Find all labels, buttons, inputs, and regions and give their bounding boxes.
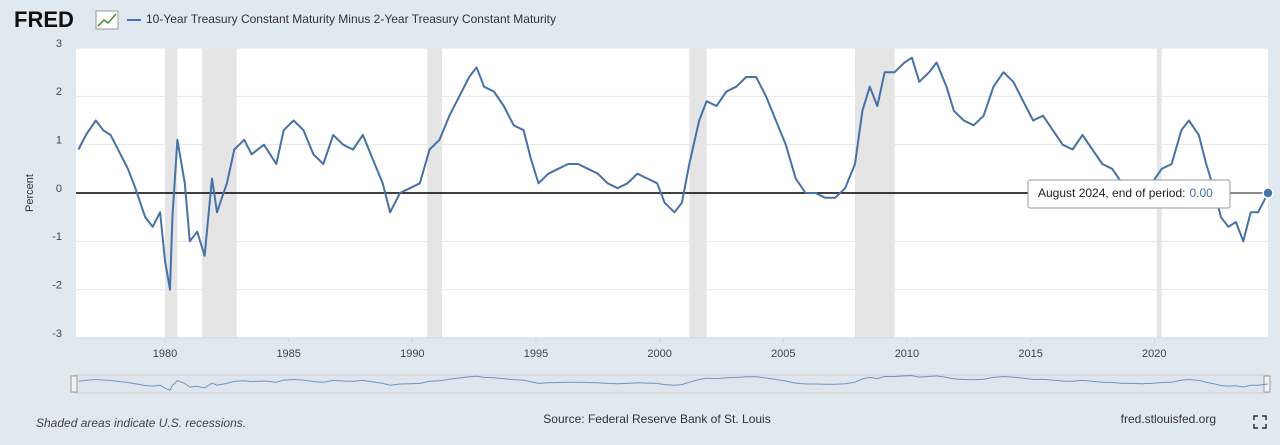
source: Source: Federal Reserve Bank of St. Loui… [543,412,770,426]
x-tick-label: 1995 [524,348,548,360]
logo-icon [95,10,119,30]
tooltip [1027,179,1231,209]
x-tick-label: 2000 [647,348,671,360]
y-tick-label: -3 [52,328,62,340]
x-tick-label: 1980 [153,348,177,360]
y-axis-label: Percent [24,174,36,212]
x-tick-label: 2010 [895,348,919,360]
x-tick-label: 2005 [771,348,795,360]
hover-point [1262,187,1274,199]
series-line [77,56,1269,291]
logo: FRED [14,7,74,32]
navigator-line [78,375,1269,391]
y-tick-label: -1 [52,231,62,243]
y-tick-label: 0 [56,183,62,195]
x-tick-label: 1990 [400,348,424,360]
y-tick-label: 2 [56,86,62,98]
fullscreen-button[interactable] [1253,415,1267,429]
y-tick-label: -2 [52,280,62,292]
y-tick-label: 3 [56,38,62,50]
recession-note: Shaded areas indicate U.S. recessions. [36,416,246,430]
y-tick-label: 1 [56,135,62,147]
navigator-handle[interactable] [70,375,78,393]
x-tick-label: 2015 [1018,348,1042,360]
legend-label: 10-Year Treasury Constant Maturity Minus… [146,12,556,26]
tooltip-value: 0.00 [1189,186,1213,200]
x-tick-label: 2020 [1142,348,1166,360]
logo-icon-line [97,13,117,27]
tooltip-label: August 2024, end of period: [1038,186,1185,200]
x-tick-label: 1985 [276,348,300,360]
tooltip-text: August 2024, end of period: 0.00 [1038,186,1213,200]
navigator [74,374,1269,394]
site: fred.stlouisfed.org [1121,412,1216,426]
